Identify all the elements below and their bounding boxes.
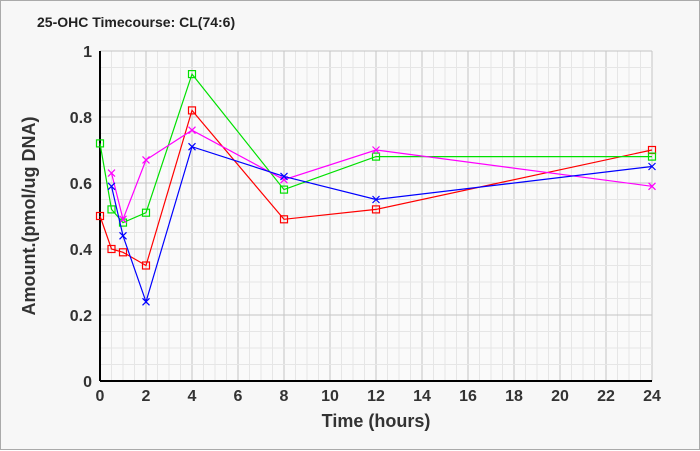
data-point-magenta xyxy=(648,182,656,191)
data-point-green xyxy=(141,208,151,217)
x-tick-label: 8 xyxy=(280,388,289,405)
y-tick-label: 0.8 xyxy=(70,110,92,127)
x-tick-label: 14 xyxy=(413,388,431,405)
data-point-magenta xyxy=(119,215,127,224)
data-point-red xyxy=(279,215,289,224)
data-point-blue xyxy=(648,162,656,171)
chart-title: 25-OHC Timecourse: CL(74:6) xyxy=(37,14,235,30)
x-tick-label: 20 xyxy=(551,388,569,405)
series-line-green xyxy=(99,72,652,224)
x-tick-label: 18 xyxy=(505,388,523,405)
data-point-blue xyxy=(280,172,288,181)
data-point-red xyxy=(141,261,151,270)
data-point-magenta xyxy=(372,146,380,154)
x-tick-label: 16 xyxy=(459,388,477,405)
data-point-blue xyxy=(107,182,116,191)
data-point-red xyxy=(95,211,105,221)
data-point-green xyxy=(107,205,116,214)
data-point-magenta xyxy=(107,169,116,178)
series-line-red xyxy=(99,109,653,267)
data-point-green xyxy=(647,152,657,161)
data-point-blue xyxy=(372,195,380,204)
data-point-green xyxy=(279,185,289,194)
y-tick-label: 0 xyxy=(83,374,92,391)
data-point-green xyxy=(95,139,105,148)
data-point-red xyxy=(107,244,116,254)
data-point-red xyxy=(371,205,381,214)
x-tick-label: 12 xyxy=(367,388,385,405)
data-point-blue xyxy=(142,297,150,306)
y-tick-label: 0.2 xyxy=(70,308,92,325)
y-axis-label: Amount.(pmol/ug DNA) xyxy=(19,117,39,316)
x-axis-label: Time (hours) xyxy=(322,411,431,431)
data-point-magenta xyxy=(188,126,196,135)
data-point-red xyxy=(187,106,197,115)
data-point-green xyxy=(187,69,197,79)
x-tick-label: 10 xyxy=(321,388,339,405)
y-tick-label: 0.4 xyxy=(70,242,92,259)
data-point-magenta xyxy=(142,155,150,164)
x-tick-label: 22 xyxy=(597,388,615,405)
y-tick-label: 0.6 xyxy=(70,176,92,193)
data-point-blue xyxy=(119,231,127,240)
y-tick-label: 1 xyxy=(83,44,92,61)
x-tick-label: 2 xyxy=(142,388,151,405)
data-point-blue xyxy=(188,142,196,151)
data-point-red xyxy=(118,248,128,257)
data-point-green xyxy=(371,152,381,161)
x-tick-label: 4 xyxy=(188,388,197,405)
x-tick-label: 0 xyxy=(96,388,105,405)
x-tick-label: 6 xyxy=(234,388,243,405)
x-tick-label: 24 xyxy=(643,388,661,405)
